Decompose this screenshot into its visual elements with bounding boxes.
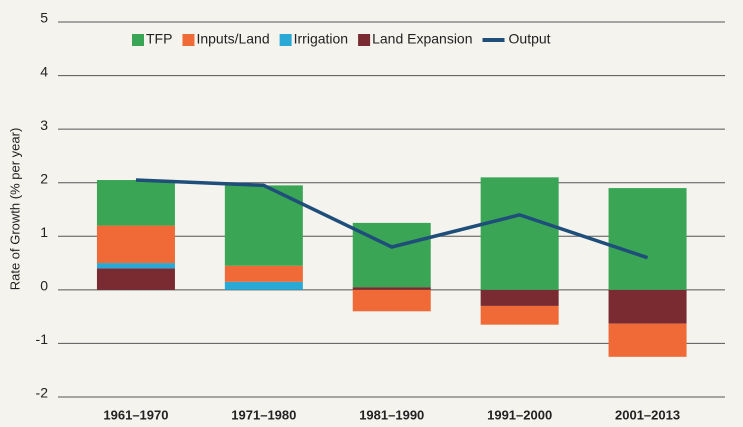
bar-segment <box>96 268 175 290</box>
legend-swatch <box>279 34 292 46</box>
bar-segment <box>608 188 687 290</box>
legend-label: Inputs/Land <box>196 31 269 47</box>
legend-swatch <box>132 34 144 46</box>
y-tick-label: 4 <box>40 63 48 79</box>
y-tick-label: 5 <box>40 10 48 26</box>
bar-segment <box>608 289 687 324</box>
y-tick-label: -1 <box>36 331 49 347</box>
bar-segment <box>480 289 559 306</box>
bar-segment <box>96 263 175 269</box>
bar-segment <box>96 180 175 226</box>
legend-label: Output <box>509 31 551 47</box>
y-tick-label: 3 <box>40 117 48 133</box>
bar-segment <box>480 177 559 290</box>
y-tick-label: 1 <box>40 224 48 240</box>
x-tick-label: 1971–1980 <box>231 407 296 422</box>
legend-label: Irrigation <box>294 31 348 47</box>
bar-segment <box>352 289 431 312</box>
x-tick-label: 1961–1970 <box>103 407 168 422</box>
legend-label: TFP <box>146 31 172 47</box>
y-tick-label: 0 <box>40 278 48 294</box>
legend-label: Land Expansion <box>372 31 472 47</box>
bar-segment <box>480 305 559 325</box>
x-tick-label: 1991–2000 <box>487 407 552 422</box>
line-series <box>135 178 649 260</box>
y-axis-title: Rate of Growth (% per year) <box>7 128 22 291</box>
bar-segment <box>224 265 303 282</box>
bar-segment <box>352 287 431 290</box>
y-tick-label: 2 <box>40 170 48 186</box>
x-tick-label: 2001–2013 <box>615 407 680 422</box>
legend-swatch <box>358 34 371 46</box>
bar-segment <box>96 225 175 264</box>
bar-segment <box>224 281 303 290</box>
bar-segment <box>608 323 687 357</box>
legend-swatch <box>182 34 195 46</box>
y-tick-label: -2 <box>36 385 49 401</box>
x-tick-label: 1981–1990 <box>359 407 424 422</box>
